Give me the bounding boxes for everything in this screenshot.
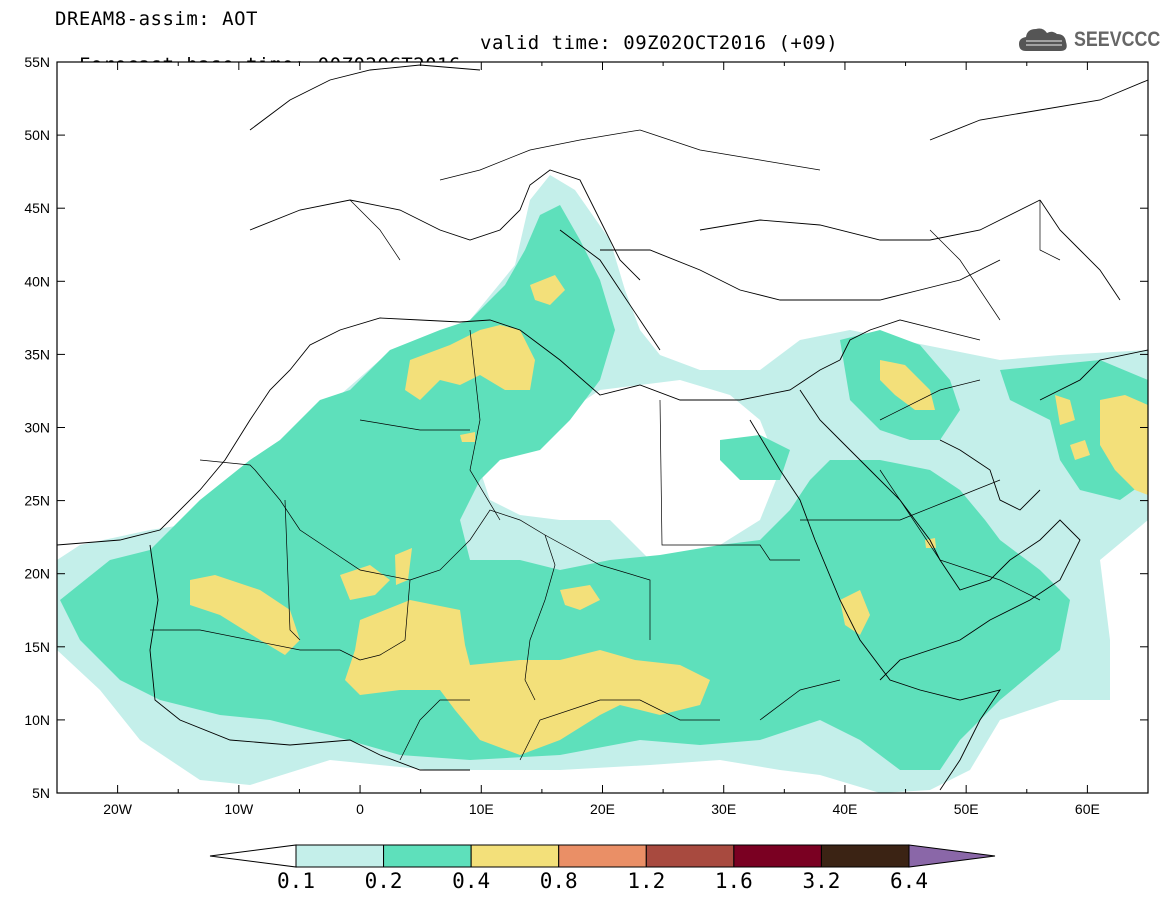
- lat-tick-label: 45N: [24, 200, 50, 216]
- aot-field: [57, 62, 1148, 793]
- colorbar-level-label: 0.2: [364, 869, 403, 893]
- lat-tick-label: 40N: [24, 273, 50, 289]
- colorbar-high-arrow: [908, 844, 996, 868]
- lat-tick-label: 50N: [24, 127, 50, 143]
- colorbar-box: [383, 844, 472, 868]
- lon-tick-label: 30E: [711, 801, 736, 817]
- coastlines: [57, 64, 1148, 791]
- colorbar-box: [295, 844, 385, 868]
- seevccc-logo: SEEVCCC: [1018, 22, 1165, 58]
- colorbar-level-label: 1.6: [714, 869, 753, 893]
- colorbar-level-label: 6.4: [890, 869, 928, 893]
- lat-tick-label: 20N: [24, 566, 50, 582]
- aot-contour-high: [190, 275, 1148, 755]
- logo-text: SEEVCCC: [1074, 28, 1161, 51]
- colorbar-level-label: 0.8: [539, 869, 578, 893]
- colorbar-level-label: 3.2: [802, 869, 841, 893]
- lon-tick-label: 40E: [832, 801, 857, 817]
- colorbar-level-label: 0.1: [277, 869, 315, 893]
- lat-tick-label: 5N: [32, 785, 50, 801]
- colorbar-box: [470, 844, 560, 868]
- lon-tick-label: 10E: [469, 801, 494, 817]
- lat-tick-label: 35N: [24, 346, 50, 362]
- colorbar-low-arrow: [209, 844, 297, 868]
- map-title: DREAM8-assim: AOT: [55, 8, 258, 30]
- colorbar-box: [820, 844, 910, 868]
- lat-tick-label: 30N: [24, 420, 50, 436]
- lat-tick-label: 10N: [24, 712, 50, 728]
- lon-tick-label: 20W: [103, 801, 133, 817]
- lat-tick-label: 25N: [24, 493, 50, 509]
- colorbar-box: [558, 844, 647, 868]
- lon-tick-label: 10W: [224, 801, 254, 817]
- colorbar-level-label: 1.2: [627, 869, 666, 893]
- lon-tick-label: 0: [356, 801, 364, 817]
- colorbar-box: [733, 844, 822, 868]
- colorbar-box: [645, 844, 735, 868]
- colorbar-level-label: 0.4: [452, 869, 491, 893]
- axis-ticks: 20W 10W 0 10E 20E 30E 40E 50E 60E 5N 10N 15N 20N 25N 3…: [24, 54, 1149, 817]
- lon-tick-label: 60E: [1075, 801, 1100, 817]
- cloud-icon: [1019, 28, 1067, 51]
- valid-time-label: valid time: 09Z02OCT2016 (+09): [480, 32, 839, 54]
- colorbar: [209, 844, 996, 868]
- aot-contour-medium: [60, 205, 1070, 770]
- country-borders: [150, 129, 1061, 761]
- lon-tick-label: 50E: [954, 801, 979, 817]
- lat-tick-label: 55N: [24, 54, 50, 70]
- lon-tick-label: 20E: [590, 801, 615, 817]
- lat-tick-label: 15N: [24, 639, 50, 655]
